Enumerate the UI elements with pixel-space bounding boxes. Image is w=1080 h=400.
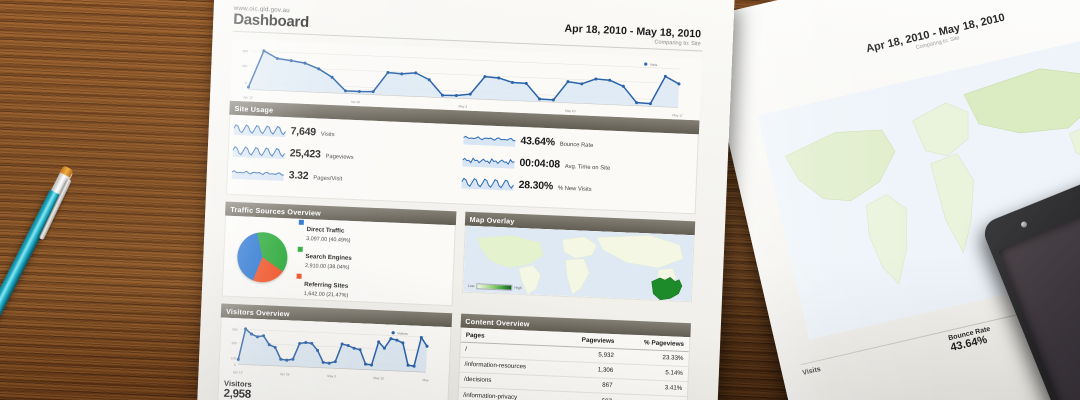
svg-text:250: 250	[242, 64, 248, 68]
svg-text:Apr 26: Apr 26	[280, 372, 290, 376]
svg-text:300: 300	[232, 327, 238, 331]
metric-row[interactable]: 43.64% Bounce Rate	[463, 132, 693, 155]
svg-text:May 3: May 3	[458, 104, 467, 108]
svg-text:May: May	[422, 378, 429, 382]
metric-value: 25,423	[289, 147, 321, 161]
content-overview-panel: Content Overview Pages Pageviews% Pagevie…	[456, 313, 691, 400]
sparkline-svg	[461, 177, 515, 191]
legend-item[interactable]: Referring Sites 1,642.00 (21.47%)	[296, 272, 351, 298]
legend-swatch	[296, 273, 302, 279]
legend-swatch	[298, 219, 304, 225]
metric-value: 43.64%	[520, 134, 556, 149]
map-overlay-canvas[interactable]: Low High	[462, 225, 694, 302]
metric-value: 3.32	[288, 169, 309, 183]
site-usage-panel: Site Usage 7,649 Visits 25,423 Pageviews…	[225, 100, 700, 215]
svg-text:Apr 19: Apr 19	[233, 370, 243, 374]
map-overlay-panel: Map Overlay	[461, 211, 696, 317]
legend-value: 2,910.00 (38.04%)	[304, 263, 350, 272]
svg-text:May 3: May 3	[327, 374, 336, 378]
sparkline-icon	[231, 166, 284, 182]
traffic-sources-pie-chart[interactable]	[236, 231, 289, 284]
site-usage-left-column: 7,649 Visits 25,423 Pageviews 3.32 Pages…	[231, 122, 464, 198]
metric-value: 00:04:08	[519, 156, 561, 171]
metric-value: 28.30%	[518, 178, 554, 193]
visitors-and-content-row: Visitors Overview 300 200 100 0 Apr 19 Apr 26…	[217, 303, 691, 400]
metric-row[interactable]: 7,649 Visits	[233, 122, 463, 145]
sparkline-svg	[462, 157, 515, 169]
sparkline-icon	[461, 176, 515, 191]
metric-row[interactable]: 25,423 Pageviews	[232, 144, 463, 167]
svg-text:May 13: May 13	[373, 376, 384, 380]
sparkline-icon	[232, 144, 286, 160]
legend-item[interactable]: Direct Traffic 3,097.00 (40.49%)	[298, 218, 353, 244]
content-overview-table: Pages Pageviews% Pageviews / 5,932 23.33%…	[457, 327, 690, 400]
metric-row[interactable]: 28.30% % New Visits	[461, 176, 691, 199]
svg-text:Apr 19: Apr 19	[243, 95, 253, 99]
sparkline-svg	[231, 170, 284, 182]
legend-value: 1,642.00 (21.47%)	[303, 290, 349, 299]
table-body: / 5,932 23.33% /information-resources 1,…	[457, 341, 689, 400]
sparkline-icon	[233, 122, 287, 138]
visitors-chart[interactable]: 300 200 100 0 Apr 19 Apr 26 May 3 May 13 May Vis…	[219, 317, 451, 386]
visitors-overview-body: 300 200 100 0 Apr 19 Apr 26 May 3 May 13 May Vis…	[217, 317, 452, 400]
content-overview-body: Pages Pageviews% Pageviews / 5,932 23.33%…	[456, 327, 691, 400]
svg-text:Visitors: Visitors	[397, 331, 408, 335]
metric-label: Visits	[320, 131, 335, 139]
traffic-sources-panel: Traffic Sources Overview Direct Traffic …	[221, 201, 456, 307]
traffic-sources-legend: Direct Traffic 3,097.00 (40.49%) Search …	[296, 218, 354, 302]
sparkline-svg	[233, 123, 287, 138]
svg-text:200: 200	[231, 341, 237, 345]
svg-text:Visits: Visits	[650, 63, 658, 67]
map-legend-high: High	[514, 285, 522, 291]
svg-text:100: 100	[231, 356, 237, 360]
map-overlay-body: Low High	[461, 225, 695, 303]
sparkline-icon	[463, 132, 516, 147]
map-legend-low: Low	[467, 283, 475, 289]
analytics-report: www.oic.qld.gov.au Dashboard Apr 18, 201…	[217, 5, 703, 400]
traffic-sources-body: Direct Traffic 3,097.00 (40.49%) Search …	[221, 215, 456, 307]
legend-label: Search Engines	[305, 253, 352, 263]
metric-row[interactable]: 00:04:08 Avg. Time on Site	[462, 154, 692, 177]
metric-label: Avg. Time on Site	[564, 163, 611, 172]
svg-text:500: 500	[243, 49, 249, 53]
metric-label: Pageviews	[325, 153, 354, 161]
visitors-overview-panel: Visitors Overview 300 200 100 0 Apr 19 Apr 26…	[217, 303, 452, 400]
svg-text:May 17: May 17	[672, 113, 683, 117]
site-usage-right-column: 43.64% Bounce Rate 00:04:08 Avg. Time on…	[461, 132, 694, 208]
legend-swatch	[297, 246, 303, 252]
sparkline-icon	[462, 154, 515, 169]
svg-text:May 10: May 10	[565, 109, 576, 113]
cell-pageviews: 697	[557, 391, 618, 400]
traffic-and-map-row: Traffic Sources Overview Direct Traffic …	[221, 201, 696, 317]
front-camera-icon	[1020, 220, 1028, 229]
report-back-page[interactable]: Apr 18, 2010 - May 18, 2010 Comparing to…	[700, 0, 1080, 400]
metric-label: Pages/Visit	[313, 175, 343, 183]
sparkline-svg	[463, 135, 516, 147]
report-front-page[interactable]: www.oic.qld.gov.au Dashboard Apr 18, 201…	[195, 0, 735, 400]
legend-label: Direct Traffic	[306, 226, 345, 235]
svg-text:Apr 26: Apr 26	[351, 100, 361, 104]
metric-value: 7,649	[290, 125, 317, 139]
sparkline-svg	[232, 145, 286, 160]
metric-label: Bounce Rate	[559, 141, 594, 149]
legend-item[interactable]: Search Engines 2,910.00 (38.04%)	[297, 245, 352, 271]
metric-label: % New Visits	[557, 185, 592, 193]
legend-label: Referring Sites	[304, 280, 349, 290]
legend-value: 3,097.00 (40.49%)	[306, 236, 351, 245]
metric-row[interactable]: 3.32 Pages/Visit	[231, 166, 462, 189]
